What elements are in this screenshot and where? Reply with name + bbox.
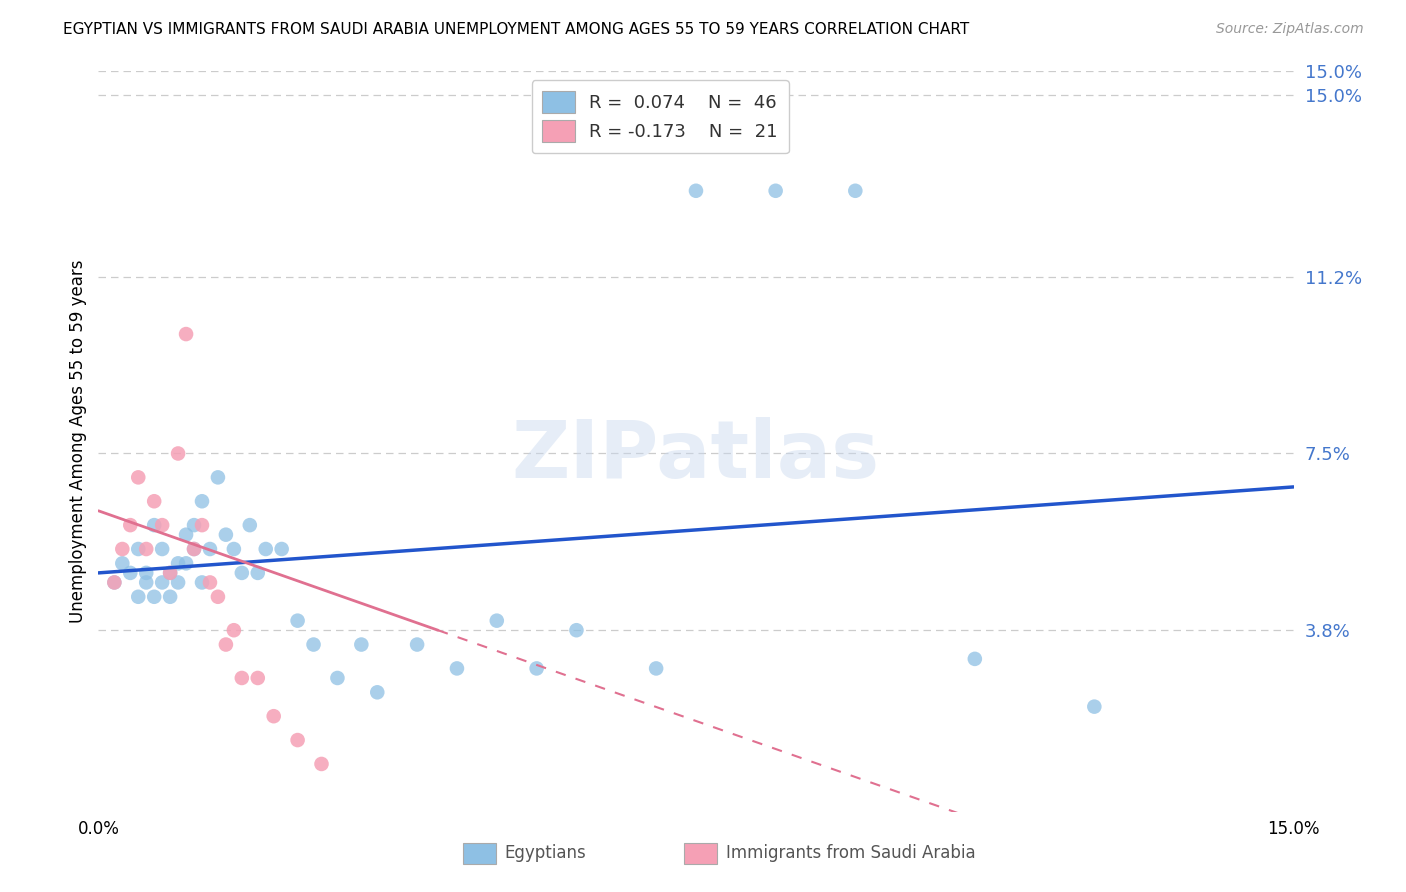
Point [120,566,142,580]
Point [111,557,134,571]
Text: Source: ZipAtlas.com: Source: ZipAtlas.com [1216,22,1364,37]
Point [311,756,333,771]
Point [135,575,157,590]
Point [191,575,214,590]
Point [167,446,190,460]
Point [174,327,197,342]
Text: Egyptians: Egyptians [505,844,586,863]
Point [103,575,125,590]
Point [685,184,707,198]
Point [302,638,325,652]
Point [167,575,190,590]
Point [963,652,986,666]
Point [645,661,668,675]
Point [263,709,285,723]
Text: Immigrants from Saudi Arabia: Immigrants from Saudi Arabia [725,844,976,863]
Point [222,624,245,638]
Point [127,590,149,604]
Point [174,557,197,571]
Point [198,575,221,590]
Point [111,541,134,556]
Point [207,470,229,484]
Point [526,661,548,675]
Point [565,624,588,638]
Point [1083,699,1105,714]
Point [150,575,173,590]
Point [254,541,277,556]
Point [246,671,269,685]
Point [191,494,214,508]
Point [150,541,173,556]
Point [215,638,238,652]
Point [287,614,309,628]
Point [183,518,205,533]
Point [485,614,508,628]
Point [135,566,157,580]
Point [239,518,262,533]
Point [103,575,125,590]
Point [350,638,373,652]
Point [765,184,787,198]
Text: EGYPTIAN VS IMMIGRANTS FROM SAUDI ARABIA UNEMPLOYMENT AMONG AGES 55 TO 59 YEARS : EGYPTIAN VS IMMIGRANTS FROM SAUDI ARABIA… [63,22,970,37]
Point [231,566,253,580]
Point [844,184,866,198]
Point [222,541,245,556]
Point [446,661,468,675]
Point [198,541,221,556]
Point [326,671,349,685]
Point [270,541,292,556]
FancyBboxPatch shape [463,843,496,863]
Point [287,733,309,747]
Legend: R =  0.074    N =  46, R = -0.173    N =  21: R = 0.074 N = 46, R = -0.173 N = 21 [531,80,789,153]
Point [150,518,173,533]
Point [246,566,269,580]
Point [143,518,166,533]
Point [159,590,181,604]
Point [215,527,238,541]
Point [191,518,214,533]
Point [127,541,149,556]
Point [366,685,388,699]
Point [143,590,166,604]
Point [159,566,181,580]
FancyBboxPatch shape [685,843,717,863]
Point [231,671,253,685]
Text: ZIPatlas: ZIPatlas [512,417,880,495]
Point [135,541,157,556]
Point [167,557,190,571]
Point [183,541,205,556]
Point [143,494,166,508]
Point [120,518,142,533]
Point [159,566,181,580]
Point [183,541,205,556]
Y-axis label: Unemployment Among Ages 55 to 59 years: Unemployment Among Ages 55 to 59 years [69,260,87,624]
Point [174,527,197,541]
Point [207,590,229,604]
Point [127,470,149,484]
Point [406,638,429,652]
